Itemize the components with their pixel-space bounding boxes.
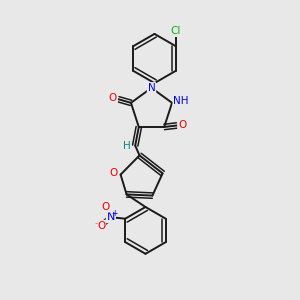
Text: N: N (148, 83, 155, 93)
Text: Cl: Cl (171, 26, 181, 36)
Text: O: O (110, 168, 118, 178)
Text: +: + (111, 209, 118, 218)
Text: O: O (109, 93, 117, 103)
Text: O: O (97, 220, 105, 231)
Text: H: H (123, 141, 131, 151)
Text: NH: NH (173, 96, 189, 106)
Text: N: N (106, 212, 115, 222)
Text: ⁻: ⁻ (95, 222, 99, 228)
Text: O: O (178, 120, 186, 130)
Text: O: O (101, 202, 110, 212)
